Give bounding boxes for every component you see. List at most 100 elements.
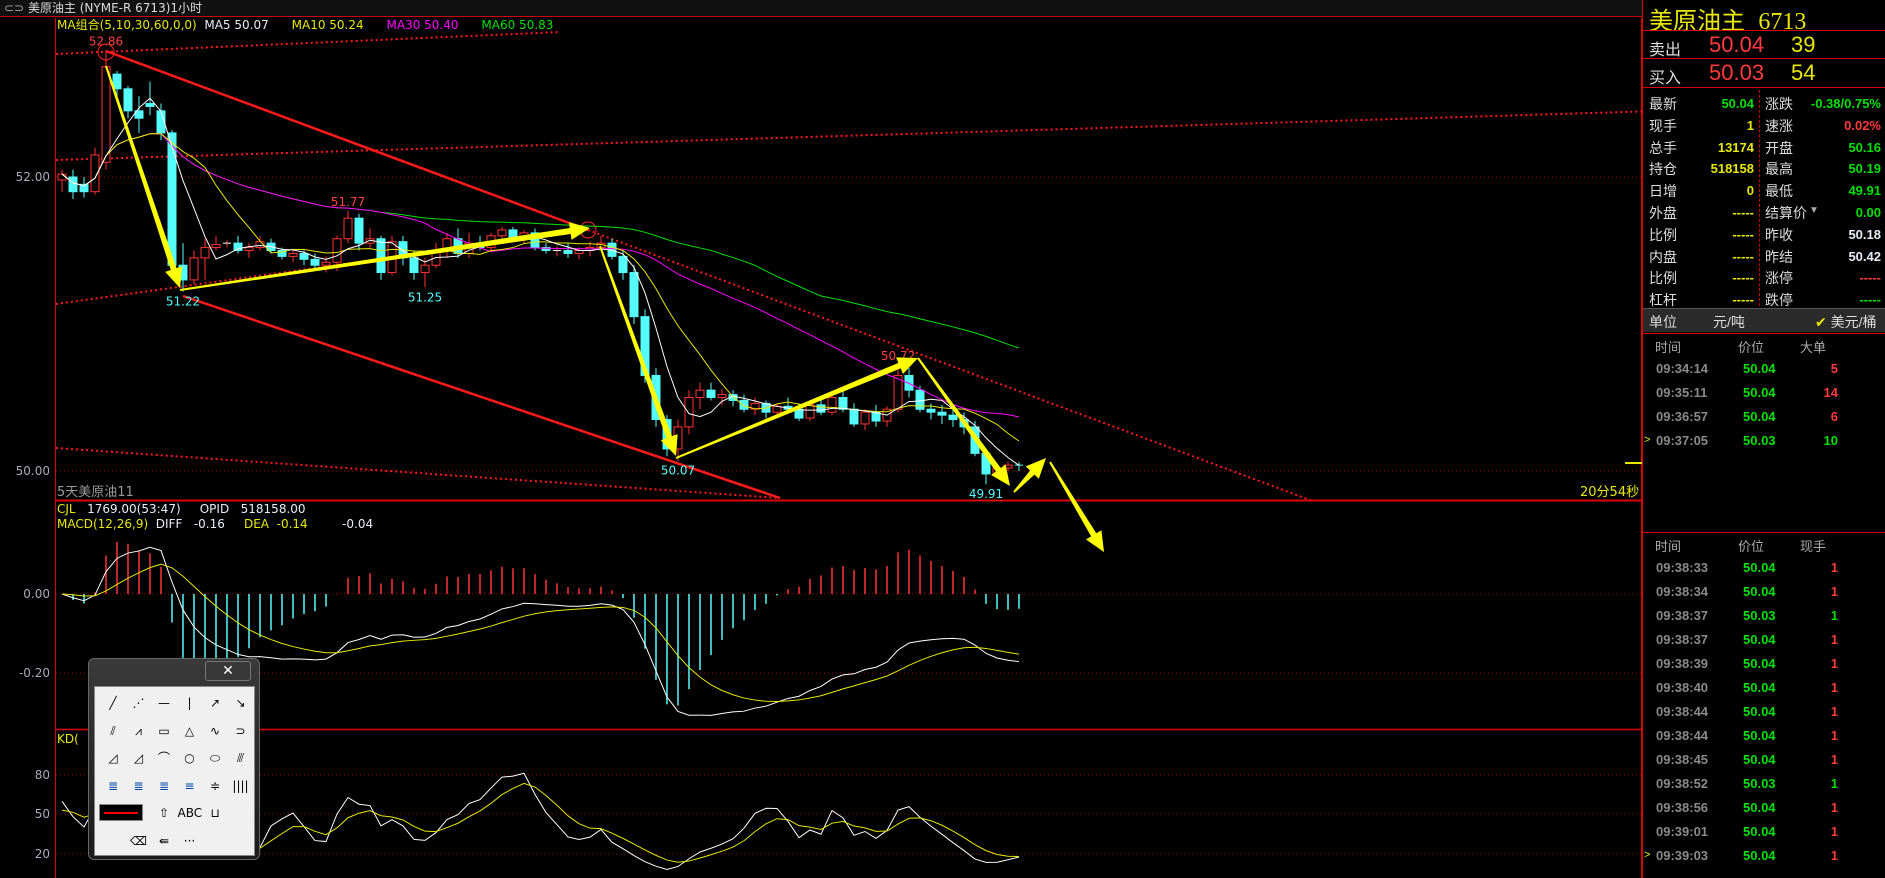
tool-ellipse-icon[interactable]: ⬭: [209, 751, 221, 765]
sell-price[interactable]: 50.04: [1709, 32, 1765, 57]
grid-lines: [56, 176, 1641, 855]
tool-line-icon[interactable]: ╱: [109, 696, 117, 710]
tool-price-channel-icon[interactable]: ≡: [184, 778, 195, 793]
list-item[interactable]: 09:38:52 50.03 1: [1643, 774, 1885, 796]
row-volume: 1: [1830, 680, 1838, 695]
tool-segment-icon[interactable]: ↗: [209, 696, 221, 710]
candle: [849, 403, 859, 427]
link-icon[interactable]: ⊂⊃: [4, 1, 25, 15]
ma5-line: [61, 97, 1020, 466]
stat-value: 518158: [1710, 161, 1754, 177]
arrow-drawing[interactable]: [1049, 461, 1104, 552]
tool-fan-icon[interactable]: ⫻: [236, 751, 245, 765]
tool-triangle-ruler-icon[interactable]: ◿: [133, 751, 144, 765]
tool-triangle-icon[interactable]: △: [184, 723, 195, 738]
arrow-drawing[interactable]: [179, 222, 591, 291]
list-item[interactable]: 09:38:34 50.04 1: [1643, 582, 1885, 604]
list-item[interactable]: 09:38:33 50.04 1: [1643, 558, 1885, 580]
list-item[interactable]: 09:38:44 50.04 1: [1643, 702, 1885, 724]
channel-line-top[interactable]: [56, 31, 561, 55]
row-price: 50.04: [1743, 848, 1776, 863]
arrow-drawing[interactable]: [105, 65, 183, 288]
stat-label: 昨收: [1765, 226, 1793, 243]
tool-ray-icon[interactable]: ⋰: [132, 696, 145, 710]
channel-line-mid[interactable]: [56, 104, 1642, 161]
row-time: 09:37:05: [1656, 433, 1709, 448]
macd-legend: MACD(12,26,9) DIFF -0.16 DEA -0.14 -0.04: [57, 517, 373, 531]
candle: [354, 213, 364, 251]
channel-line-bottom[interactable]: [56, 447, 781, 499]
tool-vertical-line-icon[interactable]: |: [187, 696, 192, 710]
tool-arrow-icon[interactable]: ↘: [235, 696, 246, 710]
row-price: 50.03: [1743, 776, 1776, 791]
diff-label: DIFF: [155, 517, 183, 531]
tool-parallel-lines-icon[interactable]: ⫽: [110, 723, 116, 738]
line-style-picker[interactable]: [99, 804, 143, 821]
stat-value: -----: [1859, 270, 1881, 286]
list-item[interactable]: >09:39:03 50.04 1: [1643, 846, 1885, 868]
arrow-drawing[interactable]: [917, 357, 1010, 486]
arrow-drawing[interactable]: [599, 245, 678, 456]
stat-value: -0.38/0.75%: [1810, 96, 1881, 111]
list-item[interactable]: 09:38:45 50.04 1: [1643, 750, 1885, 772]
list-item[interactable]: 09:38:44 50.04 1: [1643, 726, 1885, 748]
row-price: 50.04: [1743, 704, 1776, 719]
tool-sine-icon[interactable]: ∿: [209, 723, 221, 738]
trendline-lower[interactable]: [182, 294, 781, 500]
trend-lines[interactable]: [56, 31, 1642, 501]
stat-label: 最高: [1765, 161, 1793, 178]
arrow-drawings[interactable]: [105, 65, 1104, 552]
row-price: 50.04: [1743, 409, 1776, 424]
candle: [57, 169, 67, 192]
trendline-upper[interactable]: [105, 49, 589, 232]
buy-label: 买入: [1649, 70, 1682, 87]
sell-label: 卖出: [1649, 42, 1682, 59]
kd-axis-label: 80: [35, 768, 50, 782]
candle: [553, 246, 561, 257]
candle: [629, 265, 639, 324]
arrow-drawing[interactable]: [1013, 458, 1046, 493]
tool-cycle-lines-icon[interactable]: ||||: [232, 778, 249, 793]
tool-more-icon[interactable]: ···: [183, 833, 196, 848]
tool-measure-icon[interactable]: ≑: [209, 778, 221, 793]
tool-speed-lines-icon[interactable]: ≣: [107, 778, 119, 793]
toolbox-close-button[interactable]: ✕: [205, 661, 251, 681]
list-item[interactable]: 09:38:37 50.03 1: [1643, 606, 1885, 628]
trendline-upper-extension[interactable]: [587, 229, 1311, 501]
row-price: 50.03: [1743, 608, 1776, 623]
tool-ruler-icon[interactable]: ⊔: [210, 806, 220, 820]
stat-label: 最新: [1649, 96, 1677, 112]
tool-eraser-icon[interactable]: ⌫: [130, 833, 147, 848]
list-item[interactable]: 09:38:37 50.04 1: [1643, 630, 1885, 652]
list-item[interactable]: 09:36:57 50.04 6: [1643, 407, 1885, 429]
tool-percent-lines-icon[interactable]: ≣: [158, 778, 170, 793]
tool-rectangle-icon[interactable]: ▭: [158, 723, 170, 738]
stat-label: 最低: [1765, 183, 1793, 200]
row-time: 09:39:01: [1656, 824, 1709, 839]
list-item[interactable]: 09:38:40 50.04 1: [1643, 678, 1885, 700]
list-item[interactable]: 09:38:39 50.04 1: [1643, 654, 1885, 676]
unit-option-usd-barrel[interactable]: ✔ 美元/桶: [1815, 314, 1877, 330]
buy-price[interactable]: 50.03: [1709, 60, 1765, 85]
row-volume: 1: [1830, 608, 1838, 623]
tool-gann-grid-icon[interactable]: ≣: [133, 778, 144, 793]
list-item[interactable]: 09:39:01 50.04 1: [1643, 822, 1885, 844]
tool-horizontal-line-icon[interactable]: —: [158, 696, 170, 710]
arrow-drawing[interactable]: [675, 357, 918, 459]
list-item[interactable]: 09:34:14 50.04 5: [1643, 359, 1885, 381]
drawing-toolbox[interactable]: ✕ ╱⋰—|↗↘⫽⩘▭△∿⊃◿◿⌒○⬭⫻≣≣≣≡≑||||||||||⇧ABC⊔…: [88, 658, 260, 860]
tool-text-icon[interactable]: ABC: [177, 806, 203, 820]
list-item[interactable]: 09:38:56 50.04 1: [1643, 798, 1885, 820]
tool-circle-icon[interactable]: ○: [184, 751, 195, 765]
dropdown-caret-icon[interactable]: ▼: [1809, 205, 1819, 216]
tool-up-arrow-icon[interactable]: ⇧: [158, 806, 170, 820]
tool-delete-icon[interactable]: ⇚: [158, 833, 170, 848]
tool-arc-icon[interactable]: ⌒: [157, 751, 170, 765]
tool-polyline-icon[interactable]: ⩘: [135, 723, 142, 738]
unit-option-yuan-ton[interactable]: 元/吨: [1713, 314, 1745, 330]
list-item[interactable]: 09:35:11 50.04 14: [1643, 383, 1885, 405]
list-item[interactable]: >09:37:05 50.03 10: [1643, 431, 1885, 453]
tool-gann-angle-icon[interactable]: ◿: [108, 751, 118, 765]
tool-arc-right-icon[interactable]: ⊃: [235, 723, 246, 738]
